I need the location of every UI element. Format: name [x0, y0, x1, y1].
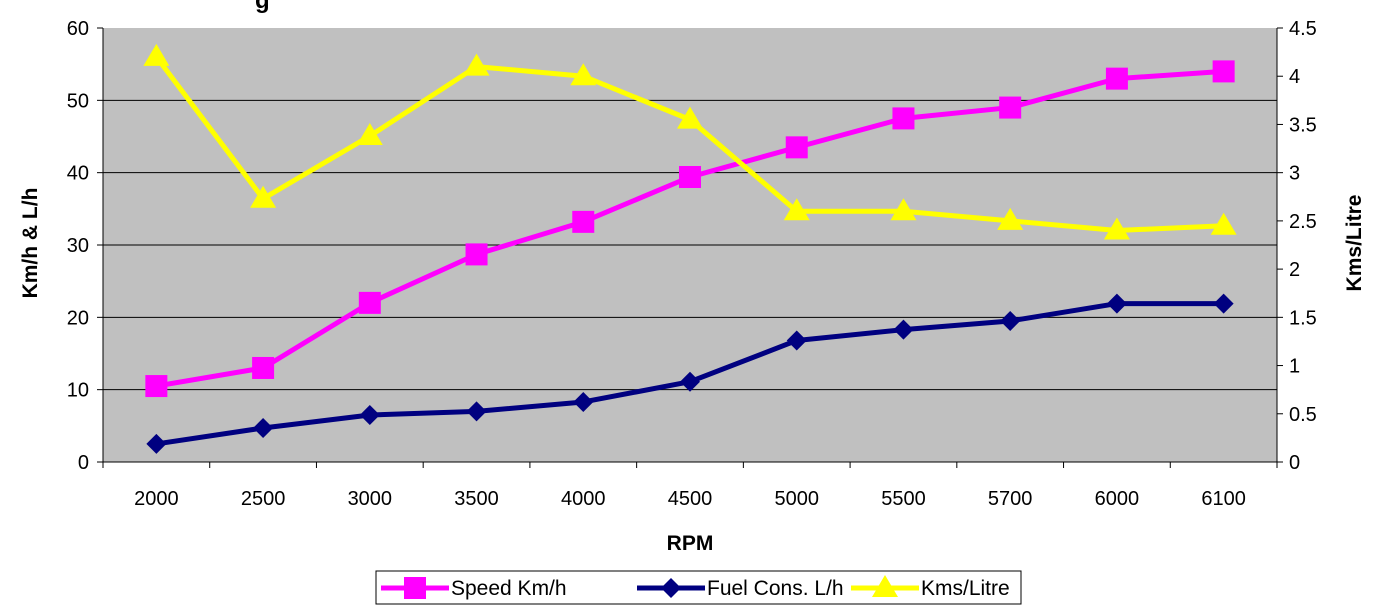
data-point: [572, 210, 595, 233]
data-point: [466, 401, 487, 422]
x-tick-label: 3500: [454, 488, 499, 510]
data-point: [677, 106, 703, 129]
y-tick-label: 40: [67, 163, 89, 185]
data-point: [1105, 67, 1128, 90]
series-fuel-cons-l-h: [146, 293, 1234, 454]
x-tick-label: 4000: [561, 488, 606, 510]
x-tick-label: 6100: [1201, 488, 1246, 510]
series-speed-km-h: [145, 60, 1235, 398]
legend-marker: [872, 575, 898, 597]
data-point: [892, 107, 915, 130]
data-point: [573, 391, 594, 412]
data-point: [250, 185, 277, 208]
data-point: [463, 53, 490, 76]
data-point: [1210, 212, 1237, 235]
y-axis-title-right: Kms/Litre: [1343, 195, 1366, 292]
data-point: [143, 43, 170, 66]
data-point: [359, 404, 380, 425]
data-point: [358, 291, 381, 314]
series-kms-litre: [143, 43, 1237, 240]
y-tick-label: 60: [67, 18, 89, 40]
data-point: [570, 63, 597, 86]
x-tick-label: 4500: [668, 488, 713, 510]
legend: Speed Km/h Fuel Cons. L/h Kms/Litre: [375, 570, 1022, 605]
data-point: [997, 207, 1024, 230]
data-point: [999, 96, 1022, 119]
y-tick-label: 50: [67, 90, 89, 112]
data-point: [145, 375, 168, 398]
legend-label: Speed Km/h: [451, 577, 567, 600]
y2-tick-label: 3.5: [1289, 114, 1317, 136]
data-point: [783, 198, 810, 221]
y2-tick-label: 0.5: [1289, 404, 1317, 426]
data-point: [465, 243, 488, 266]
x-tick-label: 6000: [1095, 488, 1140, 510]
x-tick-label: 2500: [241, 488, 286, 510]
data-point: [680, 371, 700, 392]
data-point: [1106, 293, 1127, 314]
y2-tick-label: 0: [1289, 452, 1300, 474]
legend-marker: [404, 577, 426, 599]
y2-tick-label: 1.5: [1289, 307, 1317, 329]
legend-item: Fuel Cons. L/h: [637, 577, 844, 600]
y2-tick-label: 1: [1289, 356, 1300, 378]
x-tick-label: 2000: [134, 488, 179, 510]
legend-marker: [661, 578, 681, 598]
data-point: [356, 123, 383, 146]
legend-item: Kms/Litre: [851, 575, 1010, 600]
y2-tick-label: 3: [1289, 163, 1300, 185]
y2-tick-label: 4: [1289, 66, 1300, 88]
data-point: [253, 418, 274, 439]
data-point: [785, 136, 808, 159]
data-point: [679, 166, 701, 189]
data-point: [252, 356, 275, 379]
chart-title: g: [255, 0, 270, 14]
y2-tick-label: 2: [1289, 259, 1300, 281]
data-point: [786, 330, 807, 351]
x-tick-label: 5700: [988, 488, 1033, 510]
data-point: [890, 198, 917, 221]
x-tick-label: 5000: [774, 488, 819, 510]
y2-tick-label: 2.5: [1289, 211, 1317, 233]
y-tick-label: 20: [67, 307, 89, 329]
data-point: [146, 433, 167, 454]
data-point: [893, 319, 914, 340]
data-point: [1213, 293, 1234, 314]
legend-label: Fuel Cons. L/h: [707, 577, 844, 600]
data-point: [1000, 310, 1021, 331]
legend-item: Speed Km/h: [381, 577, 567, 600]
y-tick-label: 0: [78, 452, 89, 474]
y-axis-title-left: Km/h & L/h: [19, 188, 42, 299]
x-tick-label: 3000: [348, 488, 393, 510]
y-tick-label: 10: [67, 380, 89, 402]
y2-tick-label: 4.5: [1289, 18, 1317, 40]
x-axis-title: RPM: [667, 532, 714, 555]
data-point: [1103, 217, 1130, 240]
x-tick-label: 5500: [881, 488, 926, 510]
y-tick-label: 30: [67, 235, 89, 257]
legend-label: Kms/Litre: [921, 577, 1010, 600]
data-point: [1212, 60, 1235, 83]
